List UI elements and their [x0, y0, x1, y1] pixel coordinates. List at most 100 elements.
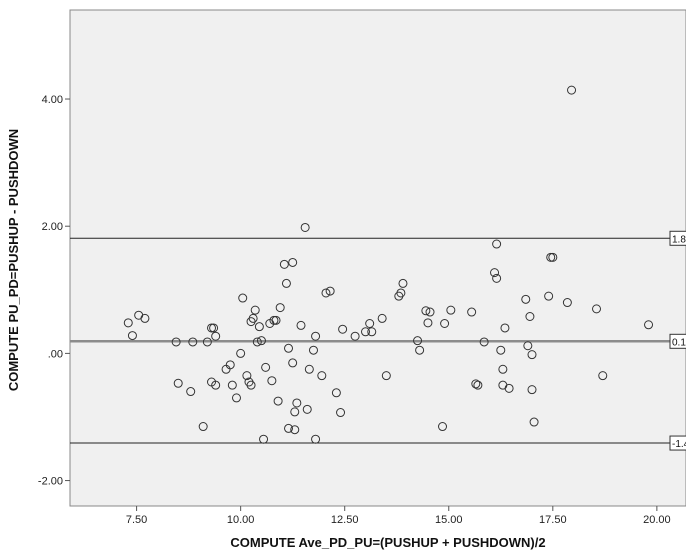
data-point: [311, 434, 321, 444]
data-point: [467, 307, 477, 317]
y-tick-label: -2.00: [38, 476, 63, 488]
data-point: [231, 393, 241, 403]
data-point: [567, 85, 577, 95]
data-point: [238, 293, 248, 303]
data-point: [473, 380, 483, 390]
data-point: [546, 252, 556, 262]
x-tick-label: 10.00: [227, 514, 255, 526]
data-point: [361, 327, 371, 337]
data-point: [367, 327, 377, 337]
data-point: [209, 323, 219, 333]
data-point: [261, 362, 271, 372]
x-tick-label: 12.50: [331, 514, 359, 526]
data-point: [256, 336, 266, 346]
data-point: [490, 268, 500, 278]
data-point: [252, 337, 262, 347]
data-point: [250, 305, 260, 315]
data-point: [377, 313, 387, 323]
data-point: [423, 318, 433, 328]
x-tick-label: 7.50: [126, 514, 147, 526]
data-point: [529, 417, 539, 427]
data-point: [498, 364, 508, 374]
data-point: [311, 331, 321, 341]
data-point: [562, 298, 572, 308]
data-point: [281, 278, 291, 288]
data-point: [304, 364, 314, 374]
data-point: [292, 398, 302, 408]
data-point: [288, 257, 298, 267]
data-point: [548, 252, 558, 262]
data-point: [198, 422, 208, 432]
data-point: [365, 318, 375, 328]
reference-label-box-mean: [669, 333, 686, 349]
data-point: [471, 379, 481, 389]
data-point: [525, 312, 535, 322]
x-tick-label: 15.00: [435, 514, 463, 526]
data-point: [479, 337, 489, 347]
data-point: [521, 294, 531, 304]
data-point: [544, 291, 554, 301]
data-point: [275, 303, 285, 313]
data-point: [259, 434, 269, 444]
data-point: [300, 222, 310, 232]
data-point: [592, 304, 602, 314]
reference-label-mean: 0.19: [672, 337, 686, 348]
data-point: [290, 407, 300, 417]
data-point: [236, 348, 246, 358]
data-point: [140, 313, 150, 323]
data-point: [173, 378, 183, 388]
data-point: [336, 408, 346, 418]
y-tick-label: .00: [48, 348, 63, 360]
data-point: [207, 323, 217, 333]
data-point: [288, 358, 298, 368]
y-tick-label: 2.00: [42, 221, 63, 233]
reference-label-box-upper-limit: [669, 230, 686, 246]
data-point: [644, 320, 654, 330]
plot-area-background: [69, 9, 686, 507]
data-point: [396, 288, 406, 298]
data-point: [325, 286, 335, 296]
x-axis: 7.50 10.00 12.50 15.00 17.50 20.00: [126, 506, 671, 526]
data-point: [438, 422, 448, 432]
data-point: [425, 307, 435, 317]
data-point: [308, 345, 318, 355]
data-point: [225, 360, 235, 370]
data-point: [350, 331, 360, 341]
data-point: [440, 318, 450, 328]
data-point: [523, 341, 533, 351]
data-point: [421, 306, 431, 316]
data-point: [202, 337, 212, 347]
data-point: [331, 388, 341, 398]
data-point: [527, 350, 537, 360]
data-point: [127, 331, 137, 341]
data-point: [338, 324, 348, 334]
data-point: [227, 380, 237, 390]
data-point: [296, 320, 306, 330]
data-point: [246, 380, 256, 390]
data-point: [284, 343, 294, 353]
data-point: [188, 337, 198, 347]
data-point: [279, 259, 289, 269]
y-axis: -2.00 .00 2.00 4.00: [38, 94, 70, 488]
data-point: [171, 337, 181, 347]
data-point: [496, 345, 506, 355]
data-point: [248, 313, 258, 323]
data-point: [186, 387, 196, 397]
x-tick-label: 20.00: [643, 514, 671, 526]
data-point: [598, 371, 608, 381]
data-point: [211, 331, 221, 341]
data-point: [254, 322, 264, 332]
data-point: [290, 425, 300, 435]
reference-label-upper-limit: 1.8: [672, 234, 686, 245]
data-point: [317, 371, 327, 381]
data-point: [415, 345, 425, 355]
reference-label-lower-limit: -1.41: [672, 439, 686, 450]
data-points: [123, 85, 654, 444]
data-point: [500, 323, 510, 333]
data-point: [504, 383, 514, 393]
reference-label-box-lower-limit: [669, 435, 686, 451]
data-point: [271, 315, 281, 325]
data-point: [321, 288, 331, 298]
data-point: [381, 371, 391, 381]
x-tick-label: 17.50: [539, 514, 567, 526]
